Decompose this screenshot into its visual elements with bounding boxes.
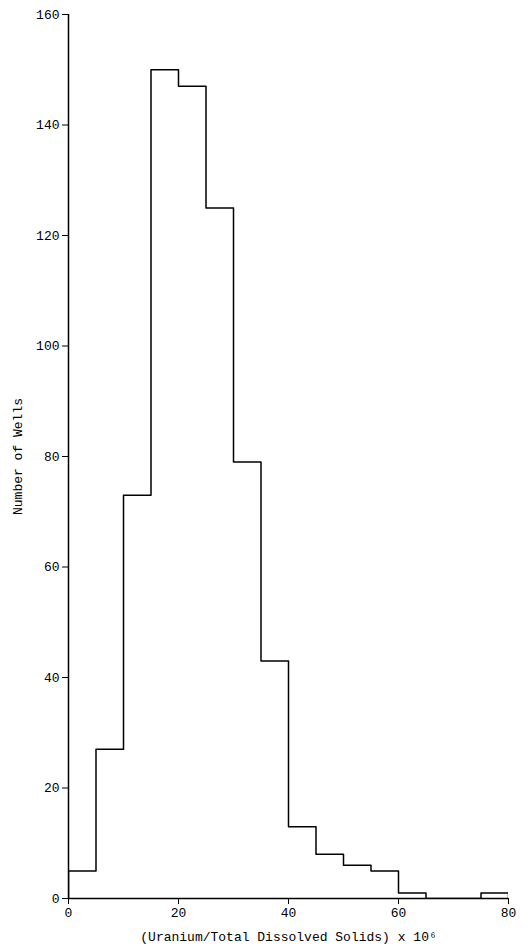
svg-text:0: 0 [65,906,73,921]
svg-text:120: 120 [36,229,59,244]
svg-text:20: 20 [171,906,187,921]
svg-text:160: 160 [36,8,59,23]
svg-text:140: 140 [36,118,59,133]
svg-text:Number of Wells: Number of Wells [11,398,26,515]
svg-text:80: 80 [44,450,60,465]
svg-text:60: 60 [44,560,60,575]
svg-text:40: 40 [281,906,297,921]
svg-text:80: 80 [501,906,517,921]
svg-text:100: 100 [36,339,59,354]
svg-text:60: 60 [391,906,407,921]
svg-text:(Uranium/Total Dissolved Solid: (Uranium/Total Dissolved Solids) x 10⁶ [140,930,436,945]
svg-text:40: 40 [44,671,60,686]
svg-text:20: 20 [44,781,60,796]
svg-text:0: 0 [52,892,60,907]
